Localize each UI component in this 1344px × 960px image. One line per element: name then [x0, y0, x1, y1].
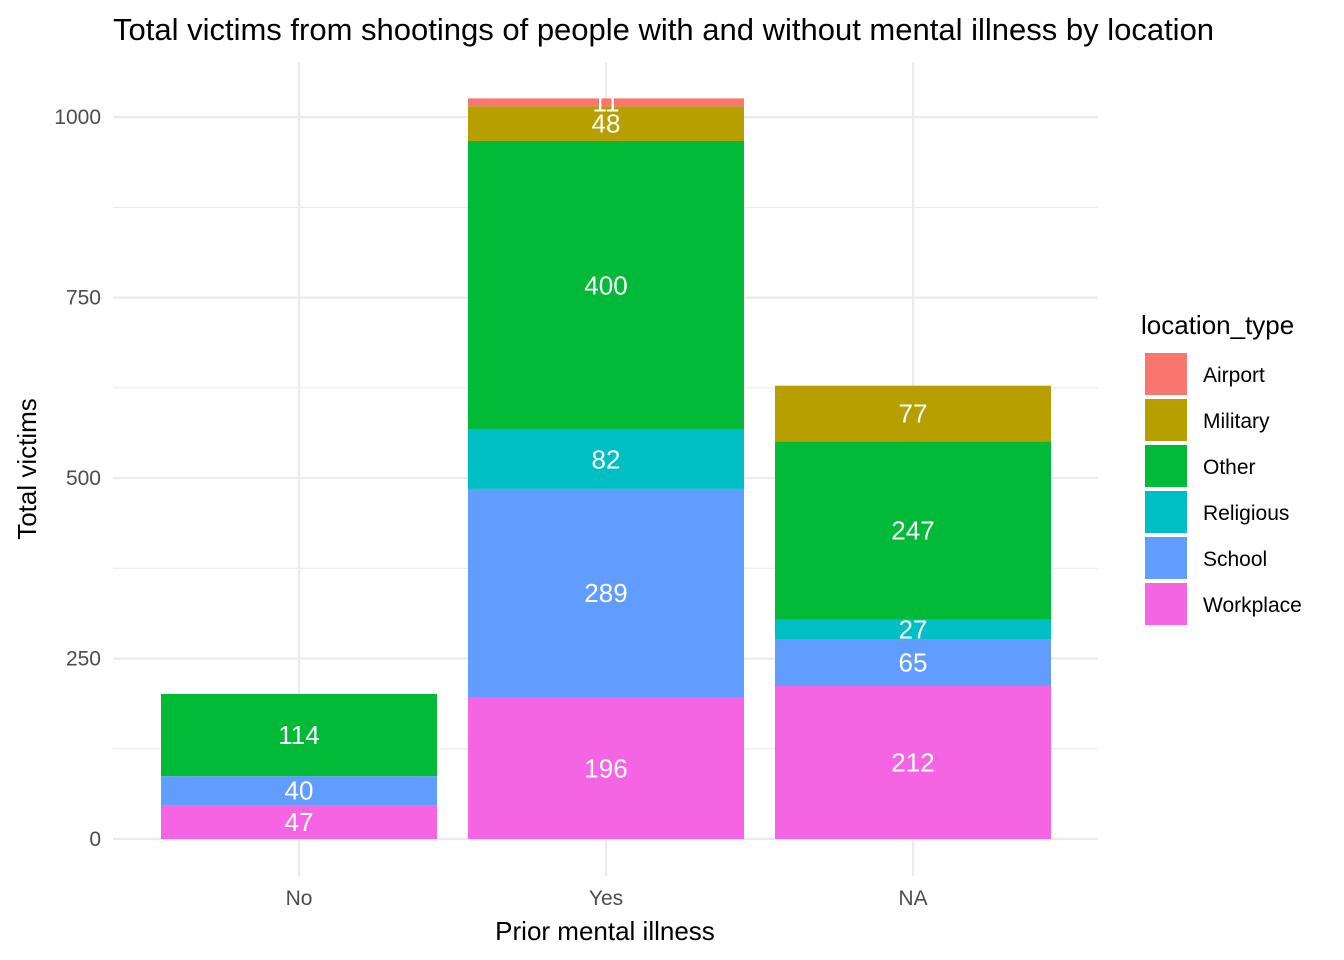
legend-label: Military [1203, 410, 1270, 433]
bar-segment-workplace [161, 805, 437, 839]
y-tick-label: 750 [66, 287, 101, 310]
x-axis-title: Prior mental illness [495, 916, 715, 946]
bar-segment-school [775, 639, 1051, 686]
x-tick-label: NA [898, 887, 927, 910]
data-label: 82 [592, 444, 621, 474]
x-tick-label: No [286, 887, 313, 910]
bar-segment-religious [775, 619, 1051, 640]
data-label: 65 [899, 648, 928, 678]
data-label: 77 [899, 398, 928, 428]
legend-key-airport [1145, 353, 1187, 395]
legend-item-religious: Religious [1145, 491, 1289, 533]
data-label: 196 [584, 753, 627, 783]
legend-label: Airport [1203, 364, 1265, 387]
legend-key-religious [1145, 491, 1187, 533]
legend-label: Other [1203, 456, 1256, 479]
legend-label: School [1203, 548, 1267, 571]
bar-segment-other [161, 693, 437, 777]
bar-segment-other [775, 441, 1051, 620]
data-label: 11 [593, 87, 620, 117]
legend-item-airport: Airport [1145, 353, 1265, 395]
bar-segment-airport [468, 98, 744, 107]
data-label: 27 [899, 614, 928, 644]
legend: location_type Airport Military Other Religi… [1141, 310, 1302, 625]
legend-key-workplace [1145, 583, 1187, 625]
data-label: 40 [285, 776, 314, 806]
legend-title: location_type [1141, 310, 1294, 340]
legend-key-school [1145, 537, 1187, 579]
bars [161, 98, 1051, 839]
chart-title: Total victims from shootings of people w… [113, 12, 1214, 47]
data-label: 47 [285, 807, 314, 837]
x-tick-label: Yes [589, 887, 623, 910]
legend-item-other: Other [1145, 445, 1256, 487]
y-tick-label: 250 [66, 648, 101, 671]
bar-segment-military [468, 106, 744, 141]
legend-key-military [1145, 399, 1187, 441]
data-label: 247 [891, 515, 934, 545]
legend-item-military: Military [1145, 399, 1270, 441]
legend-label: Workplace [1203, 594, 1302, 617]
data-label: 48 [592, 109, 621, 139]
y-tick-label: 0 [89, 828, 101, 851]
bar-segment-religious [468, 429, 744, 489]
bar-segment-school [161, 776, 437, 806]
data-label: 400 [584, 270, 627, 300]
y-tick-label: 1000 [54, 106, 101, 129]
bar-segment-workplace [468, 697, 744, 839]
data-label: 114 [278, 720, 319, 750]
bar-segment-other [468, 140, 744, 430]
data-label: 289 [584, 578, 627, 608]
legend-item-school: School [1145, 537, 1267, 579]
legend-item-workplace: Workplace [1145, 583, 1302, 625]
y-tick-label: 500 [66, 467, 101, 490]
legend-key-other [1145, 445, 1187, 487]
bar-segment-workplace [775, 685, 1051, 839]
axes: 0 250 500 750 1000 No Yes NA [54, 106, 927, 910]
data-label: 212 [891, 747, 934, 777]
legend-items: Airport Military Other Religious School Workp… [1145, 353, 1302, 625]
bar-segment-military [775, 385, 1051, 442]
legend-label: Religious [1203, 502, 1289, 525]
y-axis-title: Total victims [12, 398, 42, 540]
bar-segment-school [468, 488, 744, 698]
